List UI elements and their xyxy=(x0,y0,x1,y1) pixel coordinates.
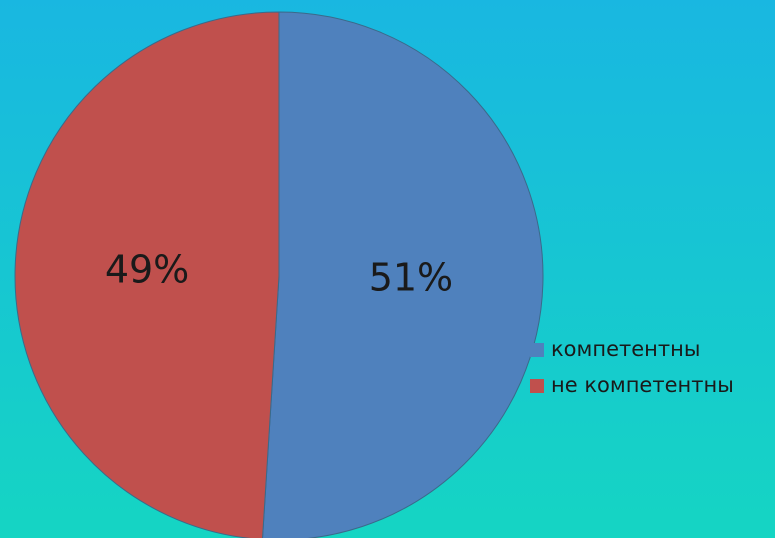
pie-slice xyxy=(14,11,280,538)
legend-swatch xyxy=(530,343,544,357)
value-label: 49% xyxy=(105,247,189,291)
legend-label: не компетентны xyxy=(551,373,734,397)
legend-swatch xyxy=(530,379,544,393)
legend-label: компетентны xyxy=(551,337,700,361)
pie-slice xyxy=(262,11,544,538)
value-label: 51% xyxy=(369,256,453,300)
